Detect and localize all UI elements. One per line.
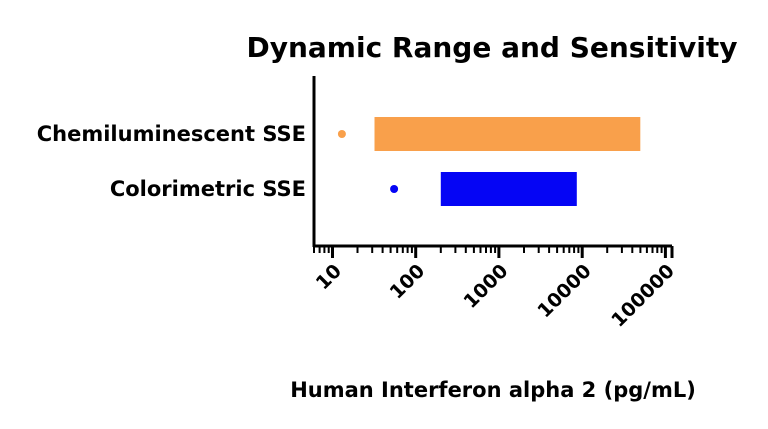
x-tick-label: 10 xyxy=(312,260,346,294)
x-axis-ticks xyxy=(313,246,674,258)
bars-layer xyxy=(374,117,641,206)
sensitivity-point xyxy=(337,130,346,138)
sensitivity-points-layer xyxy=(337,130,399,193)
x-axis-label: Human Interferon alpha 2 (pg/mL) xyxy=(290,378,696,402)
x-tick-label: 100000 xyxy=(607,260,679,332)
range-bar xyxy=(440,172,577,206)
sensitivity-point xyxy=(390,185,399,193)
x-tick-label: 100 xyxy=(386,260,430,304)
chart-title: Dynamic Range and Sensitivity xyxy=(246,31,737,64)
x-axis-tick-labels: 10 100 1000 10000 100000 xyxy=(312,260,679,332)
category-labels: Chemiluminescent SSE Colorimetric SSE xyxy=(37,122,306,201)
category-label: Chemiluminescent SSE xyxy=(37,122,306,146)
range-bar xyxy=(374,117,641,151)
category-label: Colorimetric SSE xyxy=(110,177,306,201)
x-tick-label: 1000 xyxy=(460,260,513,313)
x-tick-label: 10000 xyxy=(533,260,595,322)
